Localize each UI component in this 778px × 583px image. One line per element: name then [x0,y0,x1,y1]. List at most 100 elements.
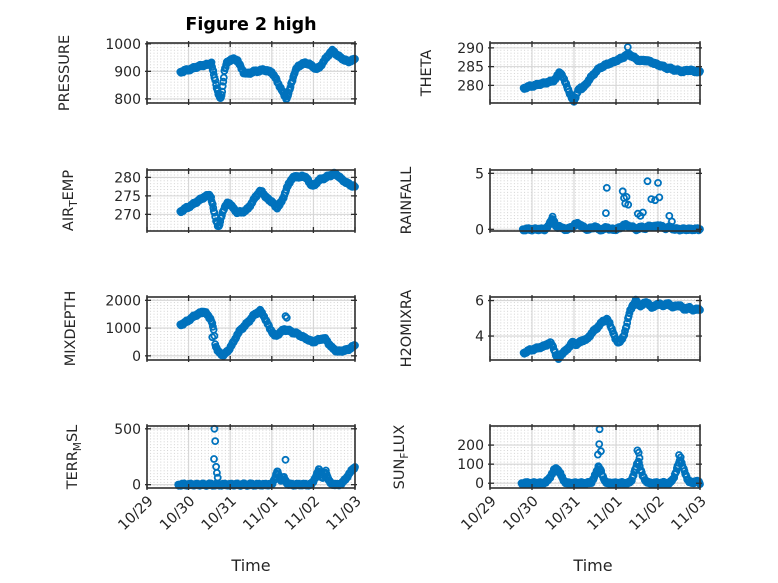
y-tick-label: 285 [457,60,484,76]
tick-marks [488,424,702,490]
data-point [643,177,652,186]
y-tick-label: 200 [457,438,484,454]
scatter-series [519,297,704,364]
scatter-series [176,305,359,360]
data-point [602,209,610,218]
axes-box [489,42,701,104]
minor-grid [490,170,700,231]
y-tick-labels: 0 500 [114,422,141,494]
scatter-series [176,45,359,104]
data-point [639,208,647,217]
outlier-points [623,43,632,51]
data-point [281,455,290,464]
x-tick-label: 10/29 [116,493,157,534]
x-tick-labels: 10/29 10/30 10/31 11/01 11/02 11/03 [116,493,365,534]
y-axis-label: TERRM​SL [65,425,84,491]
y-axis-label: MIXDEPTH [63,291,79,367]
data-point [622,192,631,201]
y-tick-labels: 280 285 290 [457,41,484,95]
subplot-mixdepth: 0 1000 2000 MIXDEPTH [63,291,359,367]
y-tick-label: 280 [114,170,141,186]
x-tick-label: 11/03 [669,493,710,534]
data-point [618,187,627,196]
x-tick-label: 11/03 [324,493,365,534]
data-point [654,178,662,187]
y-tick-label: 280 [457,78,484,94]
data-point [597,447,605,456]
outlier-points [594,425,685,462]
outlier-points [208,312,291,342]
x-tick-label: 11/01 [585,493,626,534]
y-tick-labels: 270 275 280 [114,170,141,223]
scatter-series [519,49,704,106]
y-tick-label: 900 [114,64,141,80]
data-point [602,183,611,192]
tick-marks [145,424,357,490]
axes-box [146,169,356,232]
data-point [655,193,664,202]
x-tick-label: 10/30 [157,493,198,534]
axes-box [146,42,356,104]
x-tick-label: 11/02 [282,493,323,534]
y-tick-label: 275 [114,189,141,205]
data-point [676,453,685,462]
tick-marks [488,41,702,105]
x-tick-label: 10/31 [199,493,240,534]
x-tick-label: 11/02 [627,493,668,534]
subplot-pressure: 800 900 1000 PRESSURE [57,35,359,111]
tick-marks [145,295,357,362]
axes-box [146,425,356,489]
data-point [213,473,222,482]
y-tick-label: 290 [457,41,484,57]
y-tick-label: 5 [475,166,484,182]
x-axis-title-right: Time [572,556,612,575]
x-tick-label: 10/29 [459,493,500,534]
y-tick-label: 1000 [105,37,141,53]
y-tick-labels: 46 [475,294,484,345]
y-tick-labels: 05 [475,166,484,238]
x-tick-label: 10/31 [543,493,584,534]
axes-box [489,425,701,489]
data-point [624,200,633,209]
tick-marks [488,295,702,362]
y-tick-label: 6 [475,294,484,310]
y-tick-label: 500 [114,422,141,438]
axes-box [489,296,701,361]
data-point [623,43,632,51]
subplot-sun_flux: 0 100 200 10/29 10/30 10/31 11/01 11/02 11/03 SUN… [392,424,710,534]
x-tick-label: 10/30 [501,493,542,534]
y-tick-label: 4 [475,329,484,345]
subplot-theta: 280 285 290 THETA [419,41,704,106]
data-point [210,455,218,463]
x-tick-labels: 10/29 10/30 10/31 11/01 11/02 11/03 [459,493,710,534]
data-point [211,437,220,446]
y-tick-label: 0 [475,222,484,238]
data-point [668,217,676,226]
figure-title: Figure 2 high [185,15,316,35]
data-point [282,313,291,322]
y-tick-label: 0 [475,476,484,492]
y-axis-label: SUNF​LUX [392,425,411,490]
scatter-series [174,463,359,490]
data-point [208,333,217,342]
tick-marks [488,168,702,233]
y-axis-label: H2OMIXRA [399,290,415,368]
tick-marks [145,41,357,105]
y-tick-label: 1000 [105,321,141,337]
outlier-points [602,177,676,226]
y-axis-label: THETA [419,50,435,98]
y-tick-label: 100 [457,457,484,473]
x-axis-title-left: Time [230,556,270,575]
tick-marks [145,168,357,233]
scatter-series [517,456,704,489]
subplot-air_temp: 270 275 280 AIRT​EMP [61,168,359,233]
data-point [595,440,604,449]
y-tick-label: 800 [114,92,141,108]
axes-box [489,169,701,232]
